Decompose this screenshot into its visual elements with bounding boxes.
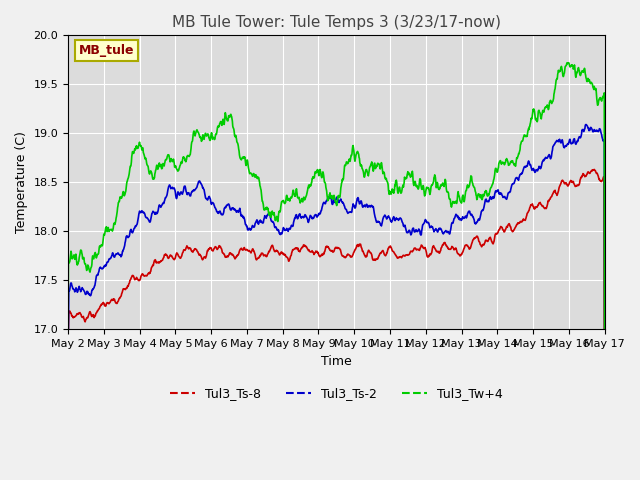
Y-axis label: Temperature (C): Temperature (C) xyxy=(15,132,28,233)
X-axis label: Time: Time xyxy=(321,355,352,368)
Legend: Tul3_Ts-8, Tul3_Ts-2, Tul3_Tw+4: Tul3_Ts-8, Tul3_Ts-2, Tul3_Tw+4 xyxy=(165,383,508,406)
Title: MB Tule Tower: Tule Temps 3 (3/23/17-now): MB Tule Tower: Tule Temps 3 (3/23/17-now… xyxy=(172,15,501,30)
Text: MB_tule: MB_tule xyxy=(79,44,134,57)
